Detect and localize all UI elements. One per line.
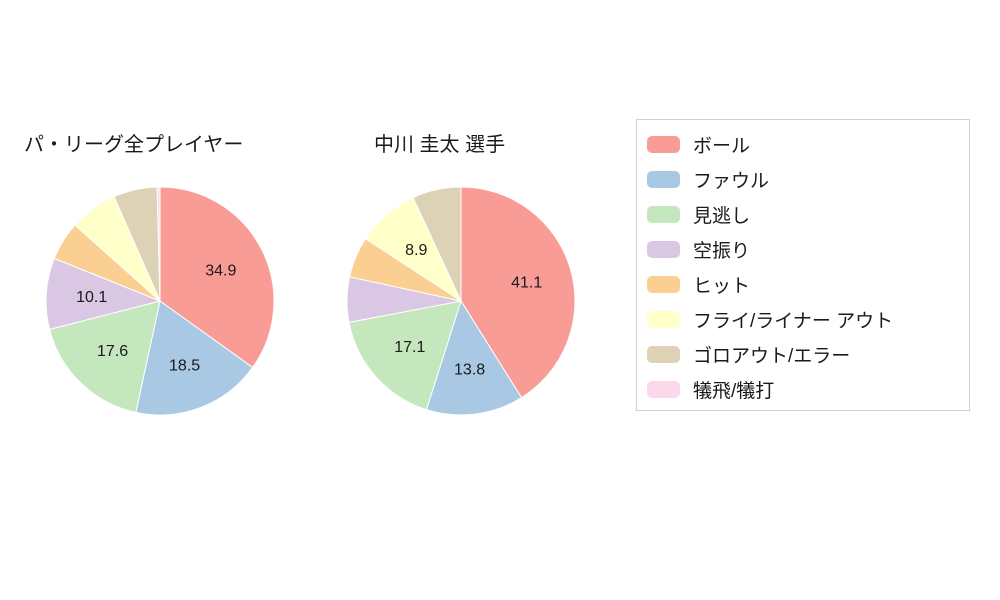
legend-label: ゴロアウト/エラー bbox=[693, 346, 851, 367]
legend-label: 空振り bbox=[693, 241, 751, 262]
legend-item: 見逃し bbox=[637, 197, 969, 232]
pie-slice bbox=[460, 186, 576, 399]
legend-label: 犠飛/犠打 bbox=[693, 381, 775, 402]
pie-slice-label: 10.1 bbox=[76, 289, 107, 306]
pie-slice-label: 17.1 bbox=[394, 339, 425, 356]
legend-swatch bbox=[647, 241, 680, 258]
pie-slice-label: 17.6 bbox=[97, 343, 128, 360]
legend-item: 空振り bbox=[637, 232, 969, 267]
pie-slice bbox=[159, 186, 275, 369]
legend-item: ヒット bbox=[637, 267, 969, 302]
legend-item: フライ/ライナー アウト bbox=[637, 302, 969, 337]
pie-slice-label: 41.1 bbox=[511, 275, 542, 292]
legend-label: フライ/ライナー アウト bbox=[693, 311, 894, 332]
right-pie-chart: 41.1 13.8 17.1 8.9 bbox=[346, 186, 576, 416]
legend-list: ボールファウル見逃し空振りヒットフライ/ライナー アウト ゴロアウト/エラー 犠飛/… bbox=[637, 127, 969, 407]
pie-slice bbox=[425, 299, 523, 416]
pie-slice-label: 18.5 bbox=[169, 357, 200, 374]
legend-swatch bbox=[647, 311, 680, 328]
legend-swatch bbox=[647, 136, 680, 153]
pie-slice bbox=[412, 186, 462, 302]
legend-item: ボール bbox=[637, 127, 969, 162]
pie-slice-label: 13.8 bbox=[454, 362, 485, 379]
legend-item: 犠飛/犠打 bbox=[637, 372, 969, 407]
legend-label: 見逃し bbox=[693, 206, 751, 227]
right-pie-title: 中川 圭太 選手 bbox=[374, 134, 506, 156]
pie-slice bbox=[348, 300, 462, 411]
left-pie-chart: 34.9 18.5 17.6 10.1 bbox=[45, 186, 275, 416]
pie-slice bbox=[135, 300, 254, 416]
legend-swatch bbox=[647, 276, 680, 293]
legend: ボールファウル見逃し空振りヒットフライ/ライナー アウト ゴロアウト/エラー 犠飛/… bbox=[636, 119, 970, 411]
legend-item: ファウル bbox=[637, 162, 969, 197]
legend-swatch bbox=[647, 206, 680, 223]
left-pie-title: パ・リーグ全プレイヤー bbox=[24, 134, 244, 156]
pie-slice-label: 8.9 bbox=[405, 242, 427, 259]
legend-swatch bbox=[647, 171, 680, 188]
legend-item: ゴロアウト/エラー bbox=[637, 337, 969, 372]
pie-slice-label: 34.9 bbox=[205, 262, 236, 279]
legend-swatch bbox=[647, 346, 680, 363]
pie-slice bbox=[45, 257, 162, 330]
legend-label: ファウル bbox=[693, 171, 770, 192]
legend-label: ボール bbox=[693, 136, 751, 157]
pie-slice bbox=[156, 186, 161, 302]
legend-swatch bbox=[647, 381, 680, 398]
pie-slice bbox=[48, 300, 161, 414]
legend-label: ヒット bbox=[693, 276, 751, 297]
